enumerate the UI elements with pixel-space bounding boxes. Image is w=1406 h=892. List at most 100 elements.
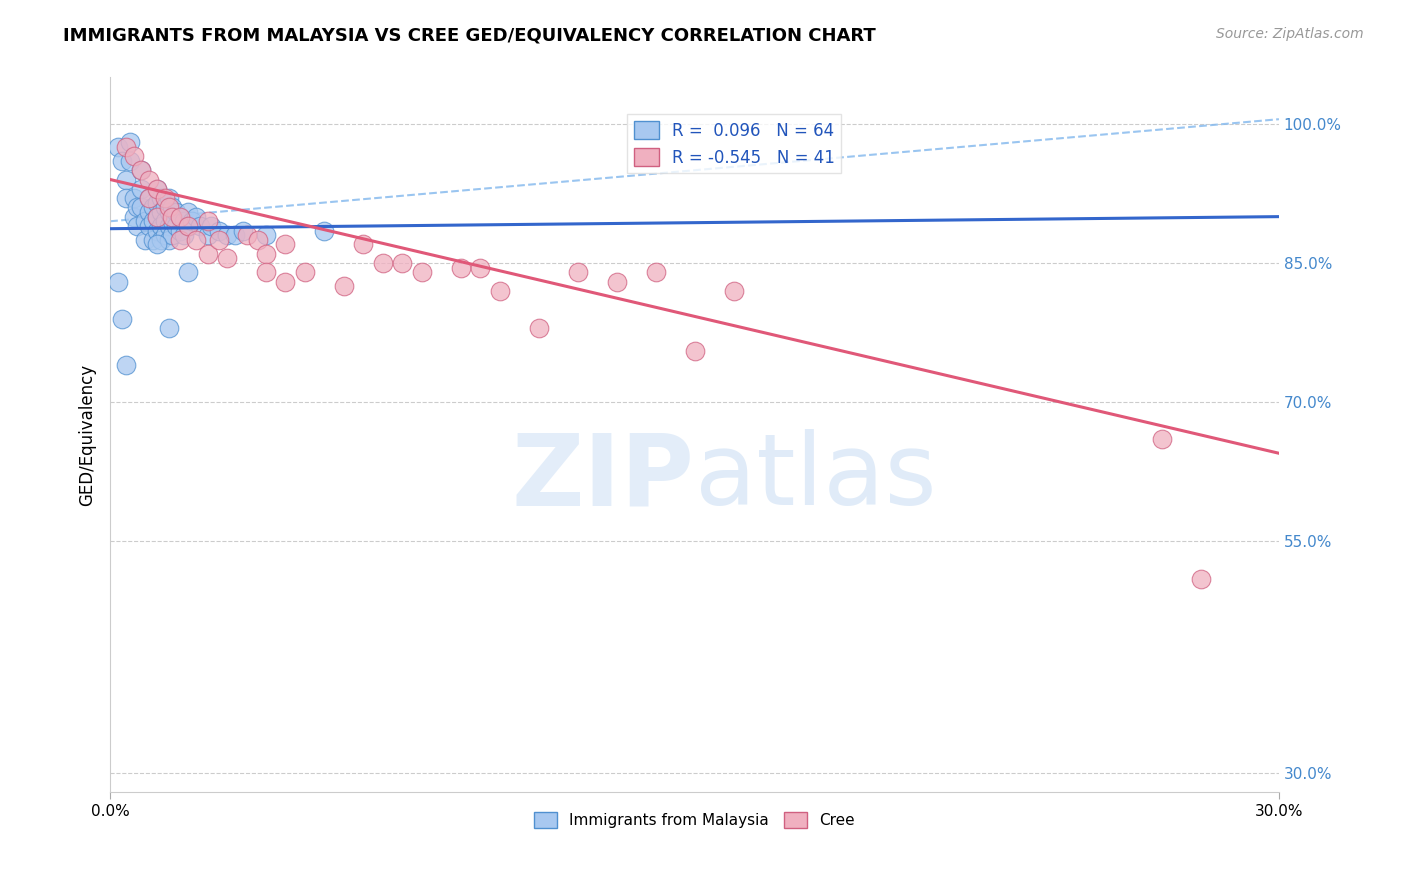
Point	[122, 149, 145, 163]
Point	[254, 246, 277, 260]
Point	[169, 233, 191, 247]
Point	[184, 210, 207, 224]
Point	[169, 223, 191, 237]
Point	[149, 191, 172, 205]
Point	[146, 195, 169, 210]
Point	[134, 214, 156, 228]
Point	[138, 191, 160, 205]
Point	[153, 228, 176, 243]
Point	[111, 311, 134, 326]
Point	[127, 200, 149, 214]
Point	[215, 252, 238, 266]
Point	[254, 265, 277, 279]
Point	[683, 344, 706, 359]
Point	[274, 275, 297, 289]
Point	[188, 219, 211, 233]
Point	[122, 191, 145, 205]
Point	[138, 219, 160, 233]
Point	[162, 200, 184, 214]
Point	[165, 219, 187, 233]
Point	[149, 219, 172, 233]
Point	[138, 191, 160, 205]
Point	[153, 191, 176, 205]
Point	[157, 200, 180, 214]
Point	[153, 214, 176, 228]
Point	[169, 210, 191, 224]
Point	[107, 140, 129, 154]
Text: IMMIGRANTS FROM MALAYSIA VS CREE GED/EQUIVALENCY CORRELATION CHART: IMMIGRANTS FROM MALAYSIA VS CREE GED/EQU…	[63, 27, 876, 45]
Point	[391, 256, 413, 270]
Point	[118, 153, 141, 168]
Point	[114, 191, 136, 205]
Point	[177, 205, 200, 219]
Y-axis label: GED/Equivalency: GED/Equivalency	[79, 364, 96, 506]
Point	[131, 163, 153, 178]
Point	[138, 205, 160, 219]
Point	[567, 265, 589, 279]
Point	[177, 219, 200, 233]
Point	[177, 219, 200, 233]
Point	[294, 265, 316, 279]
Point	[142, 214, 165, 228]
Point	[138, 172, 160, 186]
Point	[450, 260, 472, 275]
Point	[162, 228, 184, 243]
Point	[184, 233, 207, 247]
Point	[208, 233, 231, 247]
Point	[157, 205, 180, 219]
Point	[157, 321, 180, 335]
Point	[111, 153, 134, 168]
Point	[173, 228, 195, 243]
Point	[224, 228, 246, 243]
Point	[157, 219, 180, 233]
Point	[1150, 433, 1173, 447]
Point	[131, 163, 153, 178]
Point	[254, 228, 277, 243]
Point	[197, 228, 219, 243]
Point	[162, 210, 184, 224]
Point	[352, 237, 374, 252]
Point	[131, 182, 153, 196]
Point	[153, 200, 176, 214]
Point	[181, 214, 204, 228]
Point	[114, 172, 136, 186]
Point	[200, 219, 222, 233]
Point	[142, 200, 165, 214]
Text: ZIP: ZIP	[512, 429, 695, 526]
Point	[177, 265, 200, 279]
Point	[274, 237, 297, 252]
Legend: Immigrants from Malaysia, Cree: Immigrants from Malaysia, Cree	[529, 805, 860, 834]
Point	[173, 214, 195, 228]
Point	[235, 228, 257, 243]
Point	[232, 223, 254, 237]
Point	[157, 233, 180, 247]
Point	[1189, 572, 1212, 586]
Point	[314, 223, 336, 237]
Point	[527, 321, 550, 335]
Point	[127, 219, 149, 233]
Point	[165, 205, 187, 219]
Point	[644, 265, 666, 279]
Point	[247, 233, 270, 247]
Text: Source: ZipAtlas.com: Source: ZipAtlas.com	[1216, 27, 1364, 41]
Point	[208, 223, 231, 237]
Point	[197, 246, 219, 260]
Point	[146, 237, 169, 252]
Point	[146, 182, 169, 196]
Point	[470, 260, 492, 275]
Point	[488, 284, 510, 298]
Point	[118, 136, 141, 150]
Point	[114, 358, 136, 372]
Point	[146, 223, 169, 237]
Point	[371, 256, 394, 270]
Point	[142, 233, 165, 247]
Point	[149, 205, 172, 219]
Point	[131, 200, 153, 214]
Point	[107, 275, 129, 289]
Point	[146, 210, 169, 224]
Point	[146, 210, 169, 224]
Point	[146, 182, 169, 196]
Point	[723, 284, 745, 298]
Text: atlas: atlas	[695, 429, 936, 526]
Point	[149, 233, 172, 247]
